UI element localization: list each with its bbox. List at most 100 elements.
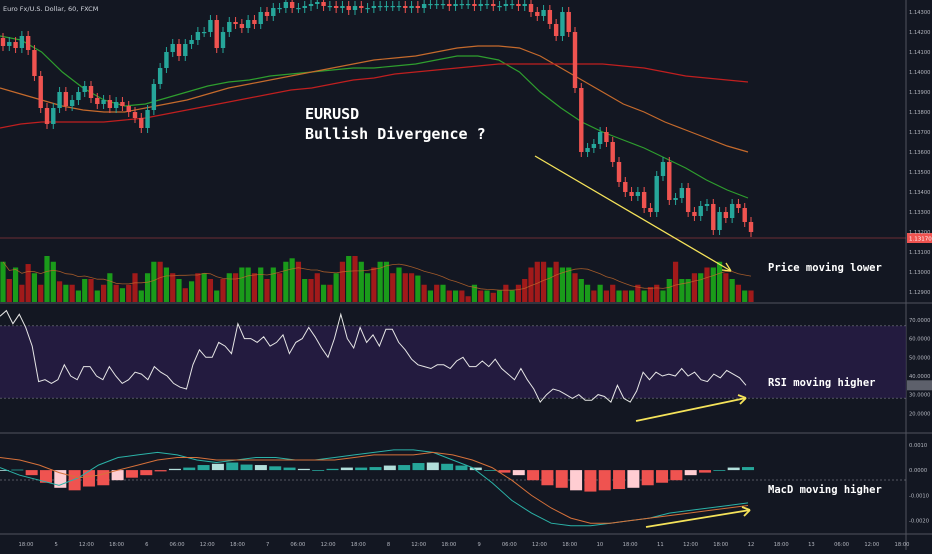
candle-body	[742, 208, 747, 222]
volume-bar	[50, 261, 56, 302]
price-tick-label: 1.14200	[909, 30, 930, 36]
macd-histogram-bar	[512, 470, 525, 476]
candle-body	[547, 10, 553, 24]
last-price-label: 1.13170	[909, 237, 932, 243]
volume-bar	[107, 273, 113, 302]
candle-body	[453, 4, 458, 6]
macd-histogram-bar	[183, 467, 196, 471]
price-tick-label: 1.13800	[909, 110, 930, 116]
candle-body	[120, 102, 125, 106]
volume-bar	[251, 273, 258, 302]
volume-bar	[641, 290, 647, 302]
rsi-axis: 70.0000 60.0000 50.0000 40.0000 30.0000 20.00…	[907, 318, 932, 417]
volume-bar	[716, 261, 723, 302]
volume-bar	[522, 279, 528, 302]
volume-bar	[566, 267, 572, 302]
macd-histogram-bar	[641, 470, 654, 486]
time-tick-label: 9	[477, 542, 480, 548]
candle-body	[132, 112, 138, 118]
candle-body	[233, 22, 238, 24]
volume-bar	[616, 290, 622, 302]
candle-body	[176, 44, 182, 56]
candle-body	[698, 206, 703, 216]
candle-body	[641, 192, 647, 208]
macd-histogram-bar	[297, 468, 310, 471]
macd-histogram-bar	[713, 470, 726, 471]
volume-bars	[0, 256, 754, 302]
candle-body	[465, 4, 471, 6]
candle-body	[220, 32, 226, 48]
volume-bar	[515, 284, 522, 302]
time-tick-label: 18:00	[441, 542, 456, 548]
macd-histogram-bar	[527, 470, 540, 481]
volume-bar	[691, 273, 698, 302]
volume-bar	[459, 290, 465, 302]
candle-body	[390, 6, 395, 8]
candle-body	[667, 162, 672, 200]
candle-body	[25, 36, 31, 50]
volume-bar	[446, 290, 452, 302]
macd-histogram-bar	[699, 470, 712, 473]
moving-average-line	[0, 63, 749, 129]
time-tick-label: 12	[748, 542, 755, 548]
candle-body	[239, 24, 245, 28]
volume-bar	[220, 279, 226, 302]
rsi-value-badge	[907, 380, 932, 391]
price-tick-label: 1.13100	[909, 250, 930, 256]
time-tick-label: 11	[657, 542, 664, 548]
volume-bar	[207, 279, 214, 302]
candle-body	[359, 6, 364, 8]
price-trend-arrow	[534, 155, 732, 272]
volume-bar	[63, 284, 69, 302]
macd-histogram-bar	[39, 470, 52, 483]
macd-histogram-bar	[613, 470, 626, 490]
rsi-trend-arrowhead	[737, 394, 747, 405]
volume-bar	[69, 284, 75, 302]
volume-bar	[258, 267, 264, 302]
volume-average-line	[2, 261, 752, 291]
time-tick-label: 12:00	[683, 542, 698, 548]
candle-body	[277, 8, 282, 10]
macd-histogram-bar	[154, 470, 167, 472]
time-tick-label: 10	[597, 542, 604, 548]
candle-body	[472, 4, 477, 6]
candle-body	[591, 144, 597, 148]
time-tick-label: 06:00	[170, 542, 185, 548]
macd-histogram-bar	[340, 467, 353, 471]
candle-body	[692, 212, 697, 216]
time-tick-label: 18:00	[109, 542, 124, 548]
candle-body	[63, 92, 69, 106]
price-tick-label: 1.13700	[909, 130, 930, 136]
volume-bar	[82, 279, 88, 302]
macd-histogram-bar	[355, 467, 368, 471]
candle-body	[616, 162, 622, 182]
time-tick-label: 18:00	[19, 542, 34, 548]
macd-histogram-bar	[656, 470, 669, 483]
macd-histogram-bar	[326, 468, 339, 471]
volume-bar	[698, 273, 704, 302]
volume-bar	[540, 261, 547, 302]
macd-histogram-bar	[25, 470, 38, 476]
rsi-tick-label: 40.0000	[909, 374, 930, 380]
candle-body	[352, 6, 358, 10]
candle-body	[566, 12, 571, 32]
volume-bar	[327, 284, 333, 302]
candle-body	[51, 108, 56, 124]
candle-body	[654, 176, 659, 212]
volume-bar	[25, 264, 31, 302]
candle-body	[88, 86, 94, 98]
candle-body	[635, 192, 641, 196]
volume-bar	[484, 290, 490, 302]
candle-body	[296, 8, 301, 10]
time-tick-label: 8	[387, 542, 390, 548]
volume-bar	[427, 290, 434, 302]
volume-bar	[559, 267, 566, 302]
volume-bar	[421, 284, 427, 302]
macd-histogram-bar	[82, 470, 95, 487]
volume-bar	[113, 284, 119, 302]
macd-histogram-bar	[684, 470, 697, 476]
volume-bar	[239, 267, 245, 302]
volume-bar	[12, 267, 19, 302]
